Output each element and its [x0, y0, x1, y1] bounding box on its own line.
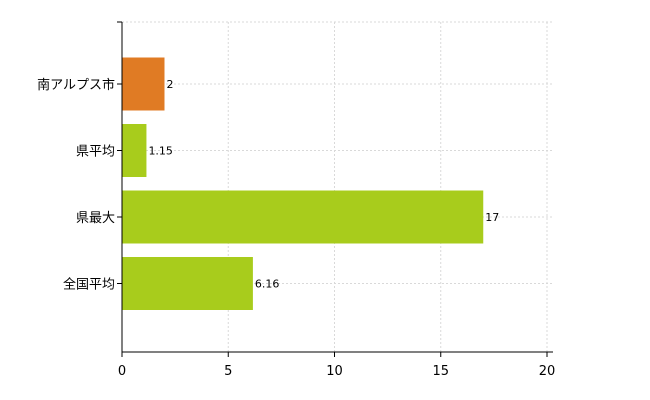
y-tick-label-1: 県平均	[76, 145, 115, 160]
x-tick-label-2: 10	[326, 364, 343, 379]
x-tick-label-0: 0	[118, 364, 126, 379]
x-tick-label-4: 20	[539, 364, 556, 379]
data-label-2: 17	[485, 211, 499, 224]
x-tick-label-1: 5	[224, 364, 232, 379]
grid-lines	[122, 21, 553, 352]
bar-1	[122, 124, 147, 177]
data-labels: 2 1.15 17 6.16	[148, 78, 499, 291]
bar-3	[122, 257, 253, 310]
y-tick-label-0: 南アルプス市	[37, 77, 115, 93]
x-tick-label-3: 15	[432, 364, 449, 379]
bars	[122, 57, 484, 310]
data-label-0: 2	[167, 78, 174, 91]
bar-0	[122, 57, 165, 111]
y-tick-label-2: 県最大	[76, 211, 115, 226]
data-label-3: 6.16	[255, 278, 280, 291]
bar-2	[122, 190, 484, 244]
data-label-1: 1.15	[148, 145, 173, 158]
x-tick-labels: 0 5 10 15 20	[118, 364, 555, 379]
y-tick-label-3: 全国平均	[63, 277, 115, 293]
